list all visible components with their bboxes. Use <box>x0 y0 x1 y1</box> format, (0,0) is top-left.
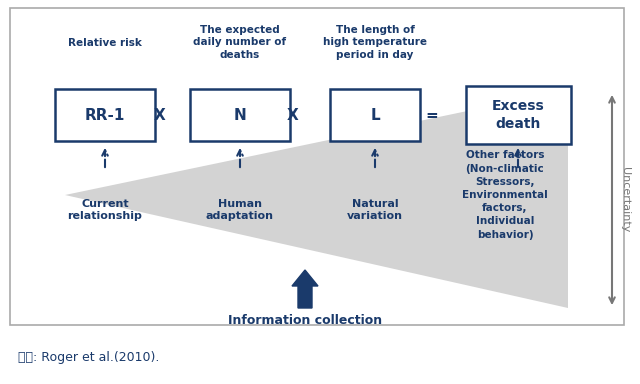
Text: Excess
death: Excess death <box>492 99 545 131</box>
Bar <box>55 89 155 141</box>
Text: Human
adaptation: Human adaptation <box>206 199 274 221</box>
Text: The expected
daily number of
deaths: The expected daily number of deaths <box>193 25 287 60</box>
Text: Information collection: Information collection <box>228 313 382 326</box>
Bar <box>465 86 570 144</box>
Bar <box>190 89 290 141</box>
Text: RR-1: RR-1 <box>85 108 125 122</box>
Text: =: = <box>426 108 438 122</box>
Text: L: L <box>370 108 380 122</box>
Text: Natural
variation: Natural variation <box>347 199 403 221</box>
Text: X: X <box>154 108 166 122</box>
Bar <box>10 8 624 325</box>
Text: Relative risk: Relative risk <box>68 38 142 48</box>
Polygon shape <box>65 90 568 308</box>
Text: Other factors
(Non-climatic
Stressors,
Environmental
factors,
Individual
behavio: Other factors (Non-climatic Stressors, E… <box>462 151 548 240</box>
Text: X: X <box>287 108 299 122</box>
Text: 자료: Roger et al.(2010).: 자료: Roger et al.(2010). <box>18 351 159 364</box>
Text: Current
relationship: Current relationship <box>68 199 143 221</box>
Text: The length of
high temperature
period in day: The length of high temperature period in… <box>323 25 427 60</box>
Bar <box>330 89 420 141</box>
FancyArrow shape <box>292 270 318 308</box>
Text: N: N <box>234 108 246 122</box>
Text: Uncertainty: Uncertainty <box>620 167 630 233</box>
